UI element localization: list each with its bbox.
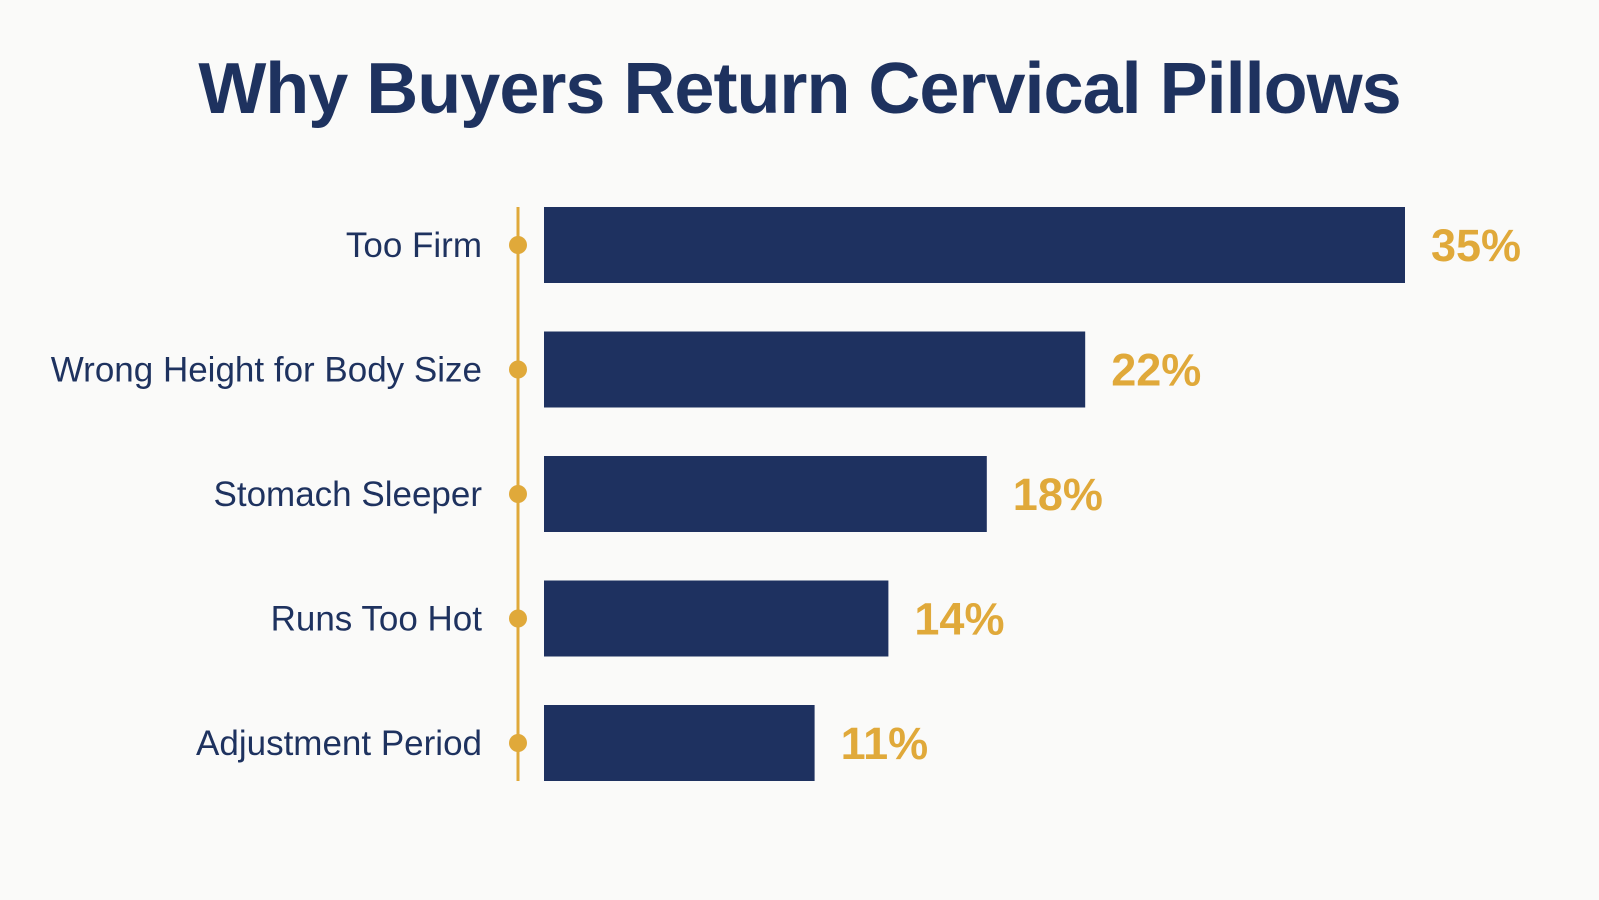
value-label: 35% xyxy=(1431,220,1521,271)
category-label: Too Firm xyxy=(346,226,482,265)
axis-marker-dot xyxy=(509,360,527,379)
value-label: 22% xyxy=(1111,345,1201,396)
bar xyxy=(544,207,1405,283)
axis-marker-dot xyxy=(509,236,527,254)
bar xyxy=(544,705,815,781)
axis-marker-dot xyxy=(509,485,527,503)
bar-rows: Too Firm 35% Wrong Height for Body Size 22%… xyxy=(51,207,1521,781)
bar-row: Adjustment Period 11% xyxy=(196,705,928,781)
bar-row: Stomach Sleeper 18% xyxy=(214,456,1103,532)
bar xyxy=(544,456,987,532)
chart-title: Why Buyers Return Cervical Pillows xyxy=(198,49,1401,129)
bar-row: Wrong Height for Body Size 22% xyxy=(51,331,1201,408)
value-label: 14% xyxy=(914,594,1004,645)
bar xyxy=(544,580,889,657)
category-label: Wrong Height for Body Size xyxy=(51,351,482,390)
category-label: Adjustment Period xyxy=(196,724,482,763)
bar-row: Runs Too Hot 14% xyxy=(271,580,1004,657)
category-label: Stomach Sleeper xyxy=(214,475,483,514)
axis-marker-dot xyxy=(509,609,527,628)
bar xyxy=(544,331,1086,408)
axis-marker-dot xyxy=(509,734,527,752)
value-label: 18% xyxy=(1013,469,1103,520)
value-label: 11% xyxy=(841,718,929,769)
bar-row: Too Firm 35% xyxy=(346,207,1521,283)
category-label: Runs Too Hot xyxy=(271,600,483,639)
